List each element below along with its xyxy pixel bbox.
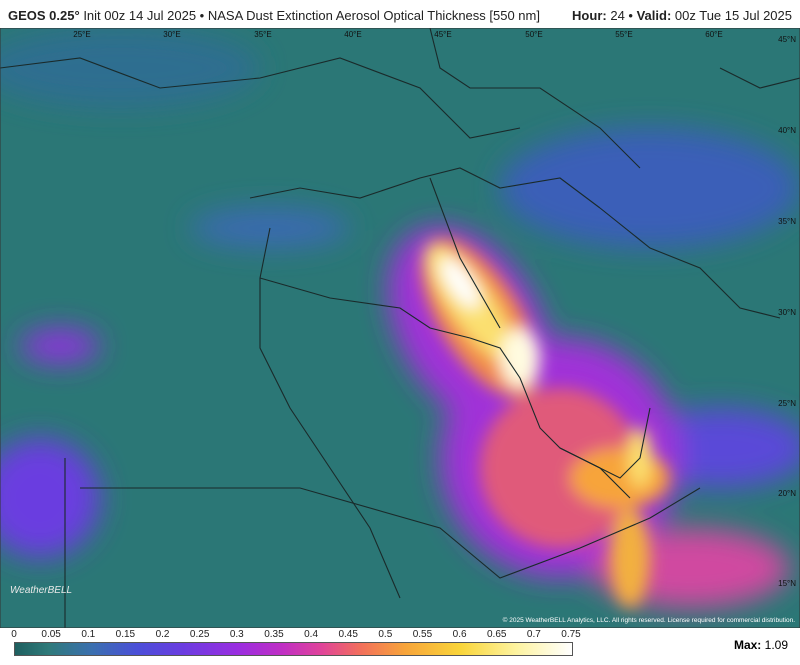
lat-label: 20°N <box>778 489 796 498</box>
colorbar-tick: 0.2 <box>155 629 170 640</box>
map: 25°E 30°E 35°E 40°E 45°E 50°E 55°E 60°E 45°N 40°… <box>0 28 800 628</box>
colorbar-tick: 0.35 <box>264 629 284 640</box>
lat-label: 45°N <box>778 35 796 44</box>
lat-label: 30°N <box>778 308 796 317</box>
lat-label: 15°N <box>778 579 796 588</box>
colorbar-tick: 0.25 <box>189 629 210 640</box>
lat-label: 35°N <box>778 217 796 226</box>
valid-label: Valid: <box>636 8 672 23</box>
colorbar-tick: 0.7 <box>526 629 541 640</box>
colorbar-tick: 0.3 <box>229 629 244 640</box>
lon-label: 35°E <box>254 30 271 39</box>
valid: 00z Tue 15 Jul 2025 <box>674 8 792 23</box>
colorbar-tick: 0.45 <box>338 629 358 640</box>
hour-label: Hour: <box>572 8 607 23</box>
lon-label: 55°E <box>615 30 632 39</box>
lon-label: 40°E <box>344 30 361 39</box>
max-value: 1.09 <box>764 638 788 652</box>
lon-label: 30°E <box>163 30 180 39</box>
colorbar-tick: 0.65 <box>486 629 507 640</box>
colorbar-tick: 0.4 <box>304 629 319 640</box>
colorbar: Max: 1.09 0 0.05 0.1 0.15 0.2 0.25 0.3 0.35 0.4 0… <box>0 628 800 665</box>
colorbar-tick: 0.15 <box>115 629 136 640</box>
hour: 24 <box>610 8 625 23</box>
colorbar-tick: 0.55 <box>412 629 433 640</box>
lat-label: 25°N <box>778 399 796 408</box>
lon-label: 45°E <box>434 30 451 39</box>
header: GEOS 0.25° Init 00z 14 Jul 2025 • NASA D… <box>0 0 800 28</box>
max-label: Max: <box>733 638 762 652</box>
product: NASA Dust Extinction Aerosol Optical Thi… <box>207 8 540 23</box>
colorbar-tick: 0.1 <box>81 629 96 640</box>
colorbar-tick: 0.75 <box>561 629 581 640</box>
lon-labels: 25°E 30°E 35°E 40°E 45°E 50°E 55°E 60°E <box>73 30 722 39</box>
header-left: GEOS 0.25° Init 00z 14 Jul 2025 • NASA D… <box>8 8 540 23</box>
copyright: © 2025 WeatherBELL Analytics, LLC. All r… <box>503 616 796 624</box>
header-right: Hour: 24 • Valid: 00z Tue 15 Jul 2025 <box>572 8 792 23</box>
lon-label: 25°E <box>73 30 90 39</box>
colorbar-tick: 0.6 <box>452 629 467 640</box>
model: GEOS 0.25° <box>8 8 80 23</box>
lon-label: 60°E <box>705 30 722 39</box>
colorbar-tick: 0.05 <box>41 629 61 640</box>
max: Max: 1.09 <box>734 638 788 652</box>
init: Init 00z 14 Jul 2025 <box>83 8 197 23</box>
colorbar-tick: 0.5 <box>378 629 393 640</box>
lat-labels: 45°N 40°N 35°N 30°N 25°N 20°N 15°N <box>778 35 796 588</box>
colorbar-tick: 0 <box>11 629 17 640</box>
logo: WeatherBELL <box>10 585 72 596</box>
lat-label: 40°N <box>778 126 796 135</box>
lon-label: 50°E <box>525 30 542 39</box>
colorbar-strip <box>14 642 573 656</box>
